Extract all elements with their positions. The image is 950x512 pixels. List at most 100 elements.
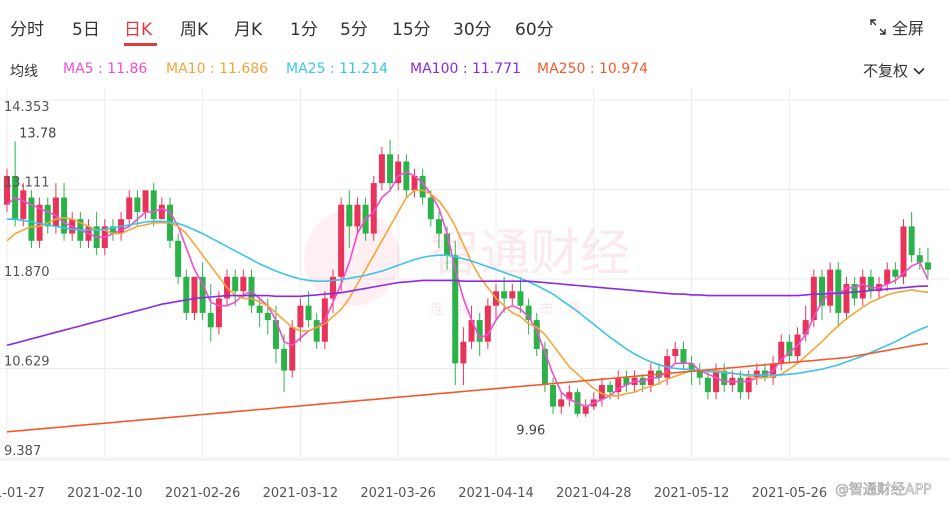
candle-body[interactable]: [134, 197, 141, 212]
candle-body[interactable]: [908, 226, 915, 256]
candle-body[interactable]: [256, 305, 263, 313]
candle-body[interactable]: [778, 341, 785, 364]
candle-body[interactable]: [61, 197, 68, 234]
candle-body[interactable]: [672, 348, 679, 357]
tab-5min[interactable]: 5分: [340, 20, 368, 40]
candle-body[interactable]: [509, 291, 516, 299]
candle-body[interactable]: [338, 204, 345, 277]
candle-body[interactable]: [330, 276, 336, 299]
candle-body[interactable]: [150, 190, 157, 220]
candle-body[interactable]: [435, 219, 442, 234]
tab-15min[interactable]: 15分: [392, 20, 431, 40]
candle-body[interactable]: [533, 320, 540, 349]
candle-body[interactable]: [191, 276, 198, 313]
candle-body[interactable]: [810, 276, 817, 321]
brand-watermark: 智通财经 连 · 接 · 资 · 本 · 市 · 场: [304, 210, 630, 318]
candle-body[interactable]: [541, 348, 548, 385]
candle-body[interactable]: [827, 269, 834, 306]
candle-body[interactable]: [158, 204, 165, 220]
candle-body[interactable]: [558, 399, 565, 407]
candle-body[interactable]: [900, 226, 907, 277]
candle-body[interactable]: [240, 276, 247, 292]
tab-daily-k[interactable]: 日K: [124, 20, 153, 40]
candle-body[interactable]: [387, 154, 394, 184]
tab-1min[interactable]: 1分: [290, 20, 318, 40]
candle-body[interactable]: [843, 284, 850, 313]
candle-body[interactable]: [175, 240, 182, 277]
candle-body[interactable]: [737, 377, 744, 393]
candle-body[interactable]: [109, 226, 116, 234]
candle-body[interactable]: [835, 269, 842, 313]
tab-30min[interactable]: 30分: [453, 20, 492, 40]
candle-body[interactable]: [615, 377, 622, 393]
candle-body[interactable]: [346, 204, 353, 227]
candle-body[interactable]: [745, 377, 752, 393]
candle-body[interactable]: [313, 320, 320, 342]
candle-body[interactable]: [582, 406, 589, 414]
candle-body[interactable]: [370, 183, 377, 234]
candle-body[interactable]: [272, 320, 279, 349]
candle-body[interactable]: [892, 269, 899, 277]
candle-body[interactable]: [52, 197, 59, 227]
candle-body[interactable]: [281, 348, 288, 371]
candle-body[interactable]: [403, 161, 410, 191]
candle-body[interactable]: [28, 197, 35, 241]
candlestick-chart[interactable]: 智通财经 连 · 接 · 资 · 本 · 市 · 场 14.35313.1111…: [0, 88, 950, 512]
candle-body[interactable]: [468, 320, 475, 342]
candle-body[interactable]: [183, 276, 190, 313]
candle-body[interactable]: [688, 363, 695, 371]
candle-body[interactable]: [215, 298, 222, 328]
candle-body[interactable]: [721, 370, 728, 385]
candle-body[interactable]: [607, 384, 614, 393]
tab-60min[interactable]: 60分: [515, 20, 554, 40]
candle-body[interactable]: [126, 197, 133, 220]
candle-body[interactable]: [232, 276, 239, 292]
candle-body[interactable]: [680, 348, 687, 364]
candle-body[interactable]: [859, 276, 866, 299]
candle-body[interactable]: [395, 161, 402, 184]
candle-body[interactable]: [598, 384, 605, 400]
candle-body[interactable]: [427, 197, 434, 220]
candle-body[interactable]: [550, 384, 557, 407]
candle-body[interactable]: [419, 175, 426, 198]
fullscreen-button[interactable]: 全屏: [870, 15, 924, 39]
candle-body[interactable]: [517, 291, 524, 306]
candle-body[interactable]: [802, 320, 809, 335]
candle-body[interactable]: [411, 175, 418, 191]
candle-body[interactable]: [525, 305, 532, 321]
candle-body[interactable]: [916, 255, 923, 263]
candle-body[interactable]: [297, 305, 304, 328]
candle-body[interactable]: [484, 305, 491, 342]
candle-body[interactable]: [566, 392, 573, 400]
candle-body[interactable]: [354, 204, 361, 227]
candle-body[interactable]: [476, 320, 483, 342]
candle-body[interactable]: [819, 276, 825, 306]
candle-body[interactable]: [142, 190, 149, 212]
candle-body[interactable]: [623, 377, 630, 385]
tab-monthly-k[interactable]: 月K: [234, 20, 263, 40]
candle-body[interactable]: [884, 269, 891, 285]
tab-intraday[interactable]: 分时: [10, 20, 44, 40]
candle-body[interactable]: [4, 175, 10, 205]
candle-body[interactable]: [501, 291, 508, 299]
tab-weekly-k[interactable]: 周K: [180, 20, 209, 40]
price-adjust-dropdown[interactable]: 不复权: [863, 60, 926, 81]
candle-body[interactable]: [460, 341, 467, 364]
candle-body[interactable]: [199, 276, 206, 313]
candle-body[interactable]: [207, 312, 214, 328]
tab-5day[interactable]: 5日: [72, 20, 100, 40]
candle-body[interactable]: [786, 341, 793, 357]
candle-body[interactable]: [20, 190, 27, 220]
candle-body[interactable]: [924, 262, 931, 270]
candle-body[interactable]: [44, 204, 51, 227]
candle-body[interactable]: [444, 233, 451, 256]
candle-body[interactable]: [696, 370, 703, 378]
candle-body[interactable]: [305, 305, 312, 321]
candle-body[interactable]: [264, 312, 271, 321]
candle-body[interactable]: [867, 276, 874, 292]
candle-body[interactable]: [713, 370, 720, 393]
candle-body[interactable]: [378, 154, 385, 184]
candle-body[interactable]: [452, 255, 459, 364]
candle-body[interactable]: [704, 377, 711, 393]
candle-body[interactable]: [289, 327, 296, 371]
